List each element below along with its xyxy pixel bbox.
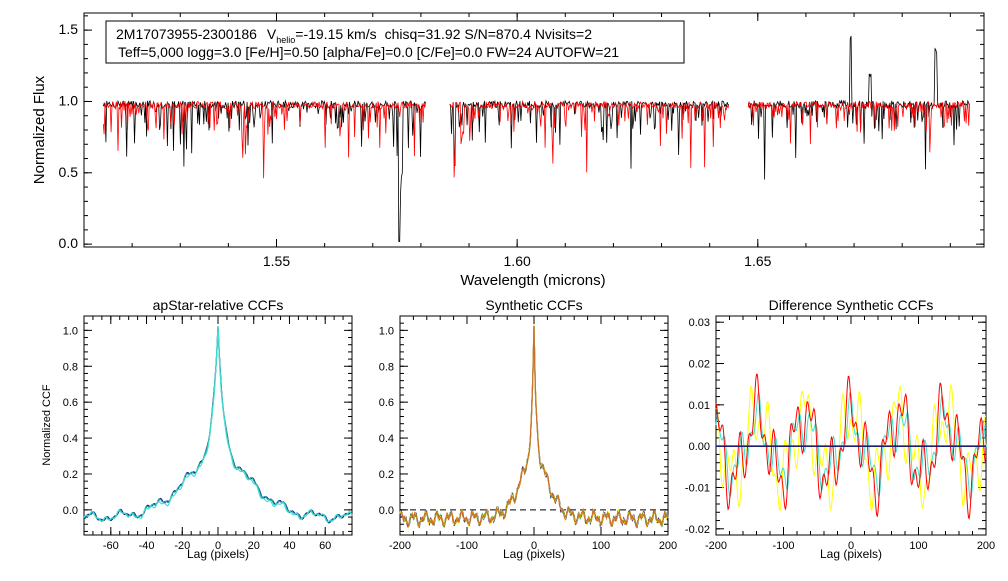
y-tick-label: 0.8	[379, 361, 394, 373]
x-tick-label: 100	[592, 540, 610, 552]
x-tick-label: 0	[848, 540, 854, 552]
annotation-star: 2M17073955-2300186	[116, 26, 257, 42]
y-tick-label: 0.6	[379, 397, 394, 409]
annotation-v-label: V	[267, 26, 277, 42]
apstar-ccf-ylabel: Normalized CCF	[41, 384, 53, 466]
apstar-ccf-frame	[83, 315, 353, 536]
y-tick-label: 0.00	[689, 441, 710, 453]
annotation-stats: chisq=31.92 S/N=870.4 Nvisits=2	[385, 26, 593, 42]
observed-spectrum-segment-2	[449, 99, 730, 169]
annotation-params: Teff=5,000 logg=3.0 [Fe/H]=0.50 [alpha/F…	[118, 44, 619, 60]
apstar-ccf-xlabel: Lag (pixels)	[187, 547, 249, 561]
x-tick-label: -100	[772, 540, 794, 552]
y-tick-label: 0.01	[689, 400, 710, 412]
x-tick-label: -40	[139, 540, 155, 552]
x-tick-label: -100	[456, 540, 478, 552]
y-tick-label: 0.0	[59, 235, 79, 251]
spectrum-ylabel: Normalized Flux	[31, 75, 48, 184]
x-tick-label: -60	[103, 540, 119, 552]
x-tick-label: 0	[215, 540, 221, 552]
synthetic-ccf-panel: -200 -100 0 100 200 0.0 0.2 0.4 0.6 0.8 1.0 Synthe…	[379, 297, 677, 561]
ccf-series-2	[83, 326, 353, 523]
difference-ccf-title: Difference Synthetic CCFs	[769, 297, 934, 313]
x-tick-label: 200	[659, 540, 677, 552]
x-tick-label: -200	[705, 540, 727, 552]
y-tick-label: 0.0	[63, 505, 78, 517]
y-tick-label: 0.0	[379, 505, 394, 517]
annotation-v-value: =-19.15 km/s	[295, 26, 376, 42]
spectrum-panel: 1.55 1.60 1.65 0.0 0.5 1.0 1.5 Wavelength (mic…	[31, 12, 985, 289]
x-tick-label: 40	[283, 540, 295, 552]
difference-ccf-panel: -200 -100 0 100 200 -0.02 -0.01 0.00 0.01 0.02 0.0…	[685, 297, 995, 561]
y-tick-label: 0.5	[59, 164, 79, 180]
x-tick-label: 1.60	[504, 253, 531, 269]
annotation-v-sub: helio	[276, 35, 295, 45]
model-spectrum-segment-3	[747, 100, 970, 153]
y-tick-label: -0.01	[685, 482, 710, 494]
y-tick-label: 1.0	[379, 325, 394, 337]
model-spectrum-segment-1	[102, 100, 427, 179]
y-tick-label: 0.8	[63, 361, 78, 373]
annotation-line-1: 2M17073955-2300186 Vhelio=-19.15 km/s chis…	[116, 26, 592, 45]
synthetic-ccf-title: Synthetic CCFs	[485, 297, 582, 313]
y-tick-label: 0.03	[689, 317, 710, 329]
x-tick-label: -20	[174, 540, 190, 552]
ccf-series-1	[83, 327, 353, 524]
y-tick-label: 0.4	[379, 433, 394, 445]
spectrum-xlabel: Wavelength (microns)	[460, 272, 605, 289]
apstar-ccf-title: apStar-relative CCFs	[153, 297, 284, 313]
y-tick-label: 0.02	[689, 359, 710, 371]
annotation-box	[105, 20, 685, 64]
difference-series-3	[715, 373, 987, 520]
x-tick-label: 20	[248, 540, 260, 552]
x-tick-label: 100	[909, 540, 927, 552]
y-tick-label: 0.2	[63, 469, 78, 481]
synthetic-ccf-lines	[399, 324, 669, 530]
y-tick-label: -0.02	[685, 524, 710, 536]
spectrum-lines	[102, 35, 970, 243]
ccf-series-3	[83, 326, 353, 523]
difference-ccf-ticks: -200 -100 0 100 200 -0.02 -0.01 0.00 0.01 0.02 0.0…	[685, 316, 995, 552]
synthetic-ccf-xlabel: Lag (pixels)	[503, 547, 565, 561]
ccf-series-4	[399, 326, 669, 529]
x-tick-label: 0	[531, 540, 537, 552]
y-tick-label: 0.4	[63, 433, 78, 445]
y-tick-label: 1.0	[59, 92, 79, 108]
difference-ccf-xlabel: Lag (pixels)	[820, 547, 882, 561]
model-spectrum-segment-2	[449, 99, 730, 178]
x-tick-label: 1.55	[263, 253, 290, 269]
y-tick-label: 1.0	[63, 325, 78, 337]
x-tick-label: 60	[319, 540, 331, 552]
y-tick-label: 1.5	[59, 21, 79, 37]
apstar-ccf-ticks: -60 -40 -20 0 20 40 60 0.0 0.2 0.4 0.6 0.8 1.0	[63, 316, 353, 552]
x-tick-label: 200	[977, 540, 995, 552]
difference-ccf-lines	[715, 373, 987, 520]
synthetic-ccf-ticks: -200 -100 0 100 200 0.0 0.2 0.4 0.6 0.8 1.0	[379, 316, 677, 552]
apstar-ccf-lines	[83, 326, 353, 524]
x-tick-label: -200	[389, 540, 411, 552]
x-tick-label: 1.65	[744, 253, 771, 269]
y-tick-label: 0.6	[63, 397, 78, 409]
difference-series-2	[715, 390, 987, 502]
spectrum-ticks: 1.55 1.60 1.65 0.0 0.5 1.0 1.5	[59, 13, 984, 269]
y-tick-label: 0.2	[379, 469, 394, 481]
apstar-ccf-panel: -60 -40 -20 0 20 40 60 0.0 0.2 0.4 0.6 0.8 1.0 apSta…	[41, 297, 353, 561]
